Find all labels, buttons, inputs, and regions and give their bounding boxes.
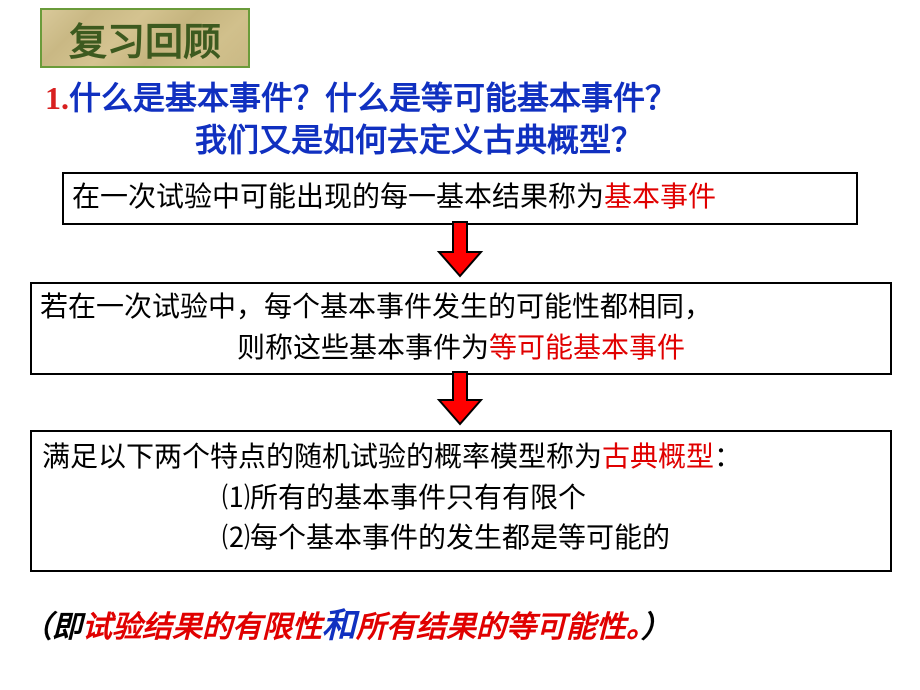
review-title-box: 复习回顾 bbox=[40, 8, 250, 68]
definition-box-2: 若在一次试验中，每个基本事件发生的可能性都相同， 则称这些基本事件为等可能基本事… bbox=[30, 282, 892, 375]
summary-p2: 试验结果的有限性 bbox=[82, 611, 322, 644]
summary-p5: ） bbox=[641, 611, 671, 644]
def2-highlight: 等可能基本事件 bbox=[489, 333, 685, 364]
def2-line2: 则称这些基本事件为等可能基本事件 bbox=[40, 329, 882, 370]
arrow-1 bbox=[435, 220, 485, 278]
def2-line2a: 则称这些基本事件为 bbox=[237, 333, 489, 364]
question-line1: 1.什么是基本事件？什么是等可能基本事件？ bbox=[45, 78, 677, 120]
question-block: 1.什么是基本事件？什么是等可能基本事件？ 我们又是如何去定义古典概型？ bbox=[45, 78, 677, 161]
definition-box-3: 满足以下两个特点的随机试验的概率模型称为古典概型： ⑴所有的基本事件只有有限个 … bbox=[30, 430, 892, 572]
def3-highlight: 古典概型 bbox=[602, 442, 714, 473]
arrow-down-icon bbox=[435, 220, 485, 278]
def3-point1: ⑴所有的基本事件只有有限个 bbox=[222, 479, 880, 520]
review-title: 复习回顾 bbox=[69, 11, 221, 66]
question-line2: 我们又是如何去定义古典概型？ bbox=[195, 120, 677, 162]
question-text-1: 什么是基本事件？什么是等可能基本事件？ bbox=[69, 80, 677, 116]
question-text-2: 我们又是如何去定义古典概型？ bbox=[195, 122, 643, 158]
summary-p4: 所有结果的等可能性。 bbox=[356, 611, 641, 644]
def1-pre: 在一次试验中可能出现的每一基本结果称为 bbox=[72, 182, 604, 213]
def1-highlight: 基本事件 bbox=[604, 182, 716, 213]
definition-box-1: 在一次试验中可能出现的每一基本结果称为基本事件 bbox=[62, 172, 858, 225]
def2-line1: 若在一次试验中，每个基本事件发生的可能性都相同， bbox=[40, 292, 712, 323]
summary-line: （即试验结果的有限性和所有结果的等可能性。） bbox=[22, 598, 671, 647]
arrow-2 bbox=[435, 370, 485, 426]
arrow-down-icon bbox=[435, 370, 485, 426]
def3-point2: ⑵每个基本事件的发生都是等可能的 bbox=[222, 519, 880, 560]
summary-p1: （即 bbox=[22, 611, 82, 644]
def3-line1a: 满足以下两个特点的随机试验的概率模型称为 bbox=[42, 442, 602, 473]
summary-p3: 和 bbox=[322, 608, 356, 645]
question-number: 1. bbox=[45, 80, 69, 116]
def3-line1c: ： bbox=[714, 442, 742, 473]
